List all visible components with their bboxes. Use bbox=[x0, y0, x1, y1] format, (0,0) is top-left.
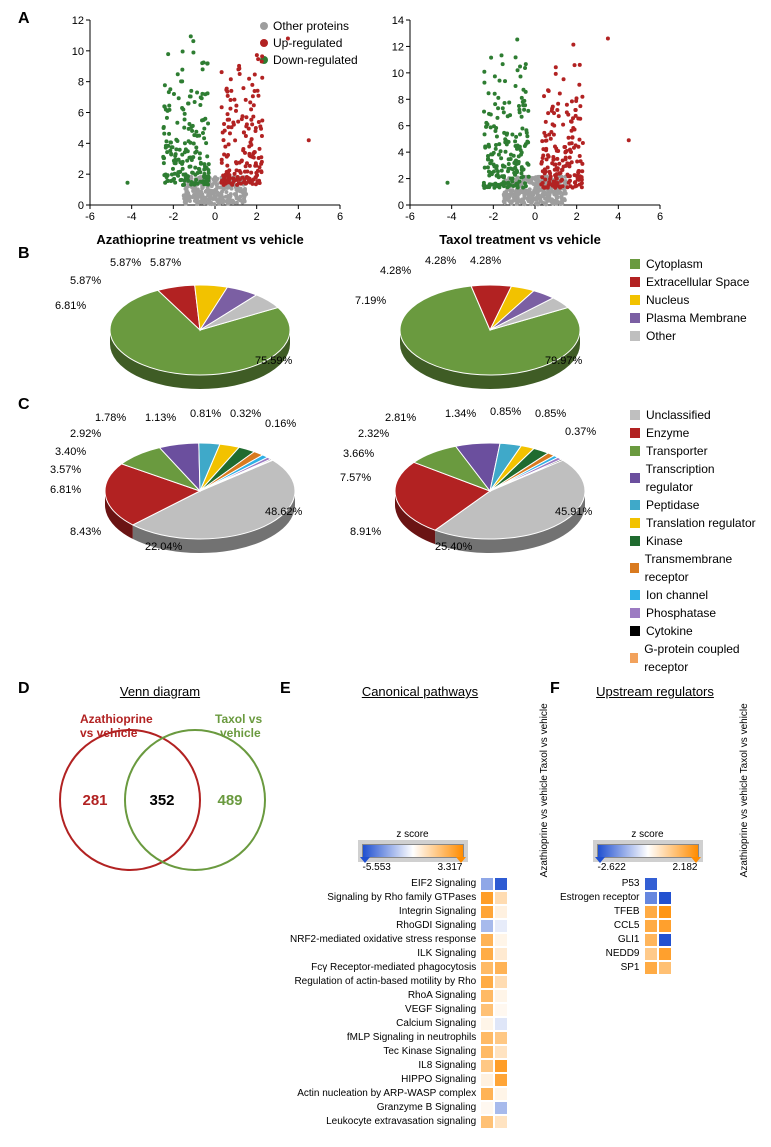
svg-text:6: 6 bbox=[398, 121, 404, 133]
svg-text:0: 0 bbox=[532, 211, 538, 223]
svg-text:8: 8 bbox=[78, 77, 84, 89]
heat-f-grid bbox=[644, 877, 672, 975]
svg-text:-4: -4 bbox=[447, 211, 457, 223]
heat-e-columns: Azathioprine vs vehicleTaxol vs vehicle bbox=[539, 703, 550, 877]
heat-e-grid bbox=[480, 877, 508, 1129]
panel-a: A Other proteinsUp-regulatedDown-regulat… bbox=[10, 10, 761, 247]
heat-e-title: Canonical pathways bbox=[290, 684, 550, 699]
svg-text:-6: -6 bbox=[85, 211, 95, 223]
svg-text:6: 6 bbox=[657, 211, 663, 223]
svg-text:2: 2 bbox=[574, 211, 580, 223]
svg-text:-2: -2 bbox=[488, 211, 498, 223]
svg-text:-2: -2 bbox=[168, 211, 178, 223]
svg-text:Azathioprine: Azathioprine bbox=[80, 712, 153, 726]
svg-text:4: 4 bbox=[615, 211, 621, 223]
svg-text:14: 14 bbox=[392, 15, 404, 27]
heat-f-title: Upstream regulators bbox=[560, 684, 750, 699]
heat-f-zscore: z score -2.6222.182 bbox=[560, 829, 735, 873]
volcano-right: 0 2 4 6 8 10 12 14 -6 -4 -2 0 2 4 6 bbox=[370, 10, 670, 230]
svg-text:281: 281 bbox=[82, 792, 107, 809]
svg-text:vs vehicle: vs vehicle bbox=[80, 726, 138, 740]
volcano-right-title: Taxol treatment vs vehicle bbox=[370, 232, 670, 247]
svg-text:10: 10 bbox=[392, 68, 404, 80]
volcano-left: 0 2 4 6 8 10 12 -6 -4 -2 0 2 4 6 bbox=[50, 10, 350, 230]
svg-text:2: 2 bbox=[254, 211, 260, 223]
svg-text:Taxol vs: Taxol vs bbox=[215, 712, 262, 726]
svg-text:4: 4 bbox=[295, 211, 301, 223]
venn-diagram: 281 352 489 Azathioprinevs vehicle Taxol vsv… bbox=[40, 705, 280, 885]
svg-text:0: 0 bbox=[78, 200, 84, 212]
svg-text:-6: -6 bbox=[405, 211, 415, 223]
svg-text:6: 6 bbox=[78, 108, 84, 120]
panel-b-label: B bbox=[18, 245, 30, 263]
panel-d-label: D bbox=[18, 680, 30, 698]
svg-text:4: 4 bbox=[398, 147, 404, 159]
panel-f-label: F bbox=[550, 680, 560, 698]
svg-text:12: 12 bbox=[72, 15, 84, 27]
panel-c-label: C bbox=[18, 396, 30, 414]
panel-e-label: E bbox=[280, 680, 291, 698]
heat-e-rowlabels: EIF2 SignalingSignaling by Rho family GT… bbox=[290, 877, 476, 1129]
panel-d: D Venn diagram 281352489Azathioprinevs v… bbox=[40, 684, 280, 888]
panel-def: D Venn diagram 281352489Azathioprinevs v… bbox=[10, 684, 761, 1129]
heat-f-columns: Azathioprine vs vehicleTaxol vs vehicle bbox=[739, 703, 750, 877]
panel-b: B 5.87%5.87%5.87%6.81%75.59% 4.28%4.28%4… bbox=[10, 255, 761, 398]
panel-f: F Upstream regulators z score -2.6222.18… bbox=[560, 684, 750, 975]
svg-text:2: 2 bbox=[78, 169, 84, 181]
svg-text:vehicle: vehicle bbox=[220, 726, 261, 740]
svg-text:489: 489 bbox=[217, 792, 242, 809]
svg-text:-4: -4 bbox=[127, 211, 137, 223]
pie-b-legend: CytoplasmExtracellular SpaceNucleusPlasm… bbox=[630, 255, 749, 345]
venn-title: Venn diagram bbox=[40, 684, 280, 699]
pie-c-legend: UnclassifiedEnzymeTransporterTranscripti… bbox=[630, 406, 761, 676]
svg-text:352: 352 bbox=[149, 792, 174, 809]
svg-text:4: 4 bbox=[78, 138, 84, 150]
volcano-left-title: Azathioprine treatment vs vehicle bbox=[50, 232, 350, 247]
svg-text:6: 6 bbox=[337, 211, 343, 223]
svg-text:2: 2 bbox=[398, 174, 404, 186]
panel-c: C 1.78%2.92%3.40%3.57%6.81%8.43%22.04%48… bbox=[10, 406, 761, 676]
svg-text:0: 0 bbox=[212, 211, 218, 223]
svg-text:0: 0 bbox=[398, 200, 404, 212]
panel-a-label: A bbox=[18, 10, 30, 28]
svg-text:12: 12 bbox=[392, 41, 404, 53]
svg-text:8: 8 bbox=[398, 94, 404, 106]
panel-e: E Canonical pathways z score -5.5533.317… bbox=[290, 684, 550, 1129]
heat-e-zscore: z score -5.5533.317 bbox=[290, 829, 535, 873]
heat-f-rowlabels: P53Estrogen receptorTFEBCCL5GLI1NEDD9SP1 bbox=[560, 877, 640, 975]
svg-text:10: 10 bbox=[72, 46, 84, 58]
